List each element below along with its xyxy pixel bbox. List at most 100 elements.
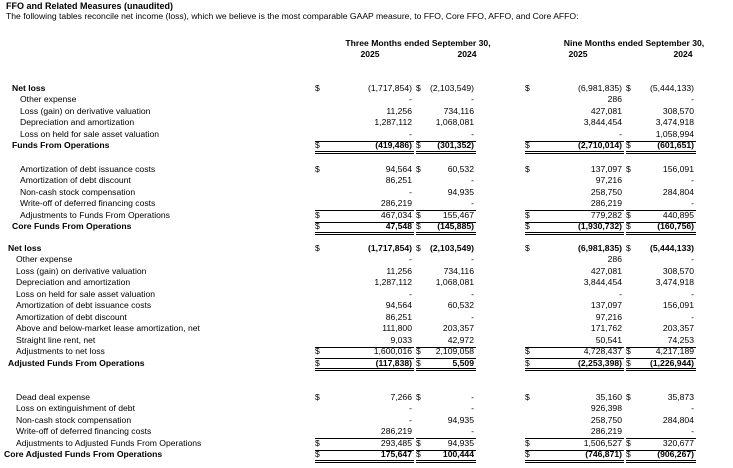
cell-value: 47,548 bbox=[385, 221, 412, 232]
rule bbox=[525, 368, 624, 371]
rule bbox=[416, 438, 476, 440]
cell-value: (2,103,549) bbox=[430, 83, 474, 93]
cell-value: 94,935 bbox=[447, 186, 474, 197]
rule bbox=[315, 368, 414, 371]
cell-value: 11,256 bbox=[386, 105, 412, 116]
cell-value: 60,532 bbox=[447, 300, 474, 311]
cell-value: (301,352) bbox=[437, 140, 474, 151]
rule bbox=[525, 459, 624, 463]
cell-value: - bbox=[471, 288, 474, 299]
row-label: Adjustments to Adjusted Funds From Opera… bbox=[16, 437, 202, 448]
currency-sign: $ bbox=[416, 392, 421, 402]
row-label: Non-cash stock compensation bbox=[20, 186, 136, 197]
cell-value: (117,838) bbox=[375, 357, 412, 368]
cell-value: (5,444,133) bbox=[650, 83, 694, 93]
row-label: Depreciation and amortization bbox=[16, 277, 131, 288]
cell-value: 1,058,994 bbox=[655, 128, 694, 139]
cell-value: 308,570 bbox=[662, 105, 694, 116]
cell-value: (419,486) bbox=[375, 140, 412, 151]
column-year: 2024 bbox=[457, 49, 477, 59]
cell-value: 284,804 bbox=[662, 414, 694, 425]
cell-value: - bbox=[691, 288, 694, 299]
cell-value: (1,226,944) bbox=[650, 357, 694, 368]
rule bbox=[315, 459, 414, 463]
currency-sign: $ bbox=[525, 449, 530, 460]
cell-value: - bbox=[691, 403, 694, 414]
cell-value: 137,097 bbox=[590, 300, 622, 311]
cell-value: (5,444,133) bbox=[650, 243, 694, 253]
cell-value: 97,216 bbox=[595, 175, 622, 186]
currency-sign: $ bbox=[416, 346, 421, 357]
rule bbox=[525, 449, 624, 451]
currency-sign: $ bbox=[315, 392, 320, 402]
cell-value: 35,873 bbox=[667, 392, 694, 402]
currency-sign: $ bbox=[626, 346, 631, 357]
column-year: 2025 bbox=[568, 49, 588, 59]
cell-value: (746,871) bbox=[585, 449, 622, 460]
cell-value: - bbox=[471, 426, 474, 437]
rule bbox=[315, 221, 414, 223]
row-label: Loss (gain) on derivative valuation bbox=[16, 265, 147, 276]
cell-value: 286 bbox=[607, 254, 622, 265]
rule bbox=[315, 140, 414, 142]
currency-sign: $ bbox=[626, 437, 631, 448]
rule bbox=[626, 368, 696, 371]
cell-value: 286,219 bbox=[590, 198, 622, 209]
currency-sign: $ bbox=[416, 140, 421, 151]
cell-value: 100,444 bbox=[442, 449, 474, 460]
currency-sign: $ bbox=[626, 164, 631, 174]
rule bbox=[525, 140, 624, 142]
cell-value: 258,750 bbox=[590, 414, 622, 425]
row-label: Net loss bbox=[8, 243, 42, 253]
cell-value: 427,081 bbox=[590, 105, 622, 116]
currency-sign: $ bbox=[315, 221, 320, 232]
row-label: Core Funds From Operations bbox=[12, 221, 132, 232]
rule bbox=[416, 140, 476, 142]
cell-value: 734,116 bbox=[443, 265, 474, 276]
currency-sign: $ bbox=[525, 346, 530, 357]
currency-sign: $ bbox=[315, 243, 320, 253]
rule bbox=[416, 358, 476, 359]
row-label: Funds From Operations bbox=[12, 140, 110, 151]
cell-value: 3,474,918 bbox=[655, 277, 694, 288]
cell-value: 203,357 bbox=[442, 323, 474, 334]
rule bbox=[416, 221, 476, 223]
rule bbox=[315, 150, 414, 154]
rule bbox=[416, 150, 476, 154]
cell-value: - bbox=[471, 94, 474, 105]
row-label: Loss (gain) on derivative valuation bbox=[20, 105, 151, 116]
rule bbox=[525, 231, 624, 235]
currency-sign: $ bbox=[315, 449, 320, 460]
cell-value: (906,267) bbox=[657, 449, 694, 460]
rule bbox=[525, 358, 624, 359]
cell-value: 926,398 bbox=[590, 403, 622, 414]
cell-value: 286,219 bbox=[380, 426, 412, 437]
rule bbox=[315, 231, 414, 235]
currency-sign: $ bbox=[416, 164, 421, 174]
row-label: Amortization of debt issuance costs bbox=[20, 164, 156, 174]
cell-value: (6,981,835) bbox=[578, 83, 622, 93]
row-label: Straight line rent, net bbox=[16, 334, 96, 345]
rule bbox=[315, 210, 414, 212]
currency-sign: $ bbox=[315, 346, 320, 357]
currency-sign: $ bbox=[416, 243, 421, 253]
rule bbox=[626, 221, 696, 223]
row-label: Amortization of debt issuance costs bbox=[16, 300, 152, 311]
cell-value: - bbox=[691, 254, 694, 265]
cell-value: 11,256 bbox=[386, 265, 412, 276]
cell-value: 467,034 bbox=[380, 209, 412, 220]
cell-value: - bbox=[471, 175, 474, 186]
cell-value: 734,116 bbox=[443, 105, 474, 116]
cell-value: - bbox=[691, 311, 694, 322]
cell-value: 111,800 bbox=[382, 323, 412, 334]
column-group: Nine Months ended September 30, bbox=[563, 38, 705, 48]
cell-value: 7,266 bbox=[390, 392, 412, 402]
cell-value: (601,651) bbox=[657, 140, 694, 151]
cell-value: 94,935 bbox=[447, 414, 474, 425]
rule bbox=[626, 346, 696, 348]
cell-value: 86,251 bbox=[385, 175, 412, 186]
title: FFO and Related Measures (unaudited) bbox=[6, 1, 174, 11]
cell-value: - bbox=[471, 254, 474, 265]
row-label: Amortization of debt discount bbox=[20, 175, 131, 186]
currency-sign: $ bbox=[626, 243, 631, 253]
